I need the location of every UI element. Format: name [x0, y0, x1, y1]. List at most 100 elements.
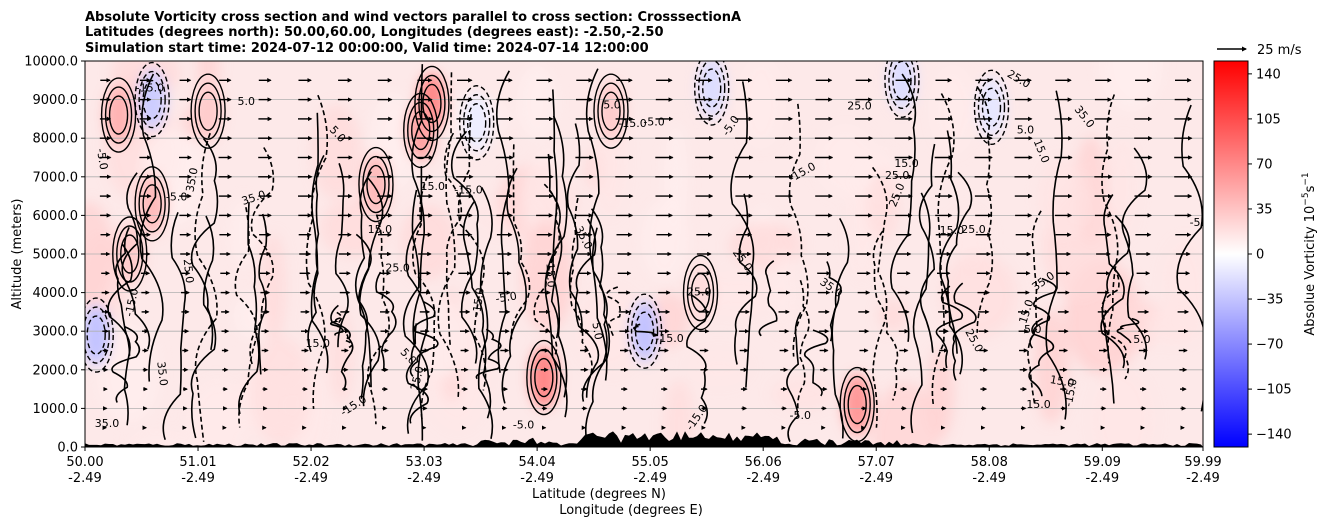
contour-line [1045, 90, 1067, 420]
quiver-key-label: 25 m/s [1257, 43, 1302, 58]
y-tick-label: 8000.0 [33, 132, 79, 147]
contour-ring [686, 263, 715, 322]
colorbar-tick-label: 70 [1256, 157, 1273, 172]
x-tick-label-lat: 51.01 [179, 455, 216, 470]
contour-line [457, 114, 487, 391]
colorbar-tick-label: 35 [1256, 202, 1273, 217]
x-tick-label-lon: -2.49 [859, 471, 893, 486]
colorbar-ticks: 140 105 70 35 0 −35 −70 −105 −140 [1248, 67, 1292, 443]
contour-ring [108, 95, 129, 135]
contour-ring [86, 315, 106, 355]
vorticity-patch [640, 198, 689, 282]
contour-ring [362, 155, 390, 214]
vorticity-anomaly [85, 305, 111, 366]
vorticity-patch [927, 348, 954, 440]
vorticity-patch [878, 298, 908, 332]
contour-line [107, 243, 133, 426]
contour-ring [138, 175, 166, 233]
x-tick-label-lon: -2.49 [68, 471, 102, 486]
contour-ring [981, 87, 1002, 128]
contour-label: 25.0 [961, 223, 986, 236]
contour-line [945, 171, 973, 354]
contour-label: 5.0 [238, 95, 256, 108]
vorticity-patch [948, 209, 991, 266]
x-axis-ticks: 50.00-2.4951.01-2.4952.02-2.4953.03-2.49… [66, 447, 1222, 486]
contour-label: 15.0 [543, 263, 557, 288]
contour-ring [593, 73, 629, 149]
x-tick-label-lat: 59.09 [1084, 455, 1121, 470]
contour-line [1100, 194, 1125, 369]
contour-label: -15.0 [1062, 377, 1080, 407]
contour-ring [534, 357, 554, 398]
contour-line [477, 187, 494, 439]
contour-label: -15.0 [655, 332, 683, 345]
contour-ring [630, 302, 659, 360]
y-tick-label: 9000.0 [33, 93, 79, 108]
vorticity-anomaly [596, 81, 625, 142]
contour-line [796, 279, 810, 410]
contour-line [872, 230, 899, 401]
contour-ring [973, 69, 1010, 146]
colorbar-tick-label: 0 [1256, 248, 1264, 263]
contour-label: 15.0 [1049, 373, 1075, 390]
contour-ring [847, 384, 867, 425]
contour-line [581, 208, 608, 402]
contour-label: 15.0 [1026, 398, 1051, 411]
contour-line [803, 329, 829, 397]
y-tick-label: 6000.0 [33, 209, 79, 224]
x-tick-label-lat: 52.02 [292, 455, 329, 470]
y-tick-label: 1000.0 [33, 402, 79, 417]
wind-vectors [99, 78, 1193, 430]
y-axis-label: Altitude (meters) [10, 199, 25, 310]
contour-line [405, 166, 429, 441]
vorticity-patch [516, 65, 558, 139]
title-line-1: Absolute Vorticity cross section and win… [85, 10, 741, 25]
vorticity-patch [126, 428, 188, 447]
x-tick-label-lon: -2.49 [972, 471, 1006, 486]
vorticity-patch [813, 124, 877, 197]
title-line-3: Simulation start time: 2024-07-12 00:00:… [85, 41, 649, 56]
contour-ring [462, 94, 491, 152]
contour-line [1121, 147, 1148, 360]
title-line-2: Latitudes (degrees north): 50.00,60.00, … [85, 25, 664, 40]
contour-label: 15.0 [306, 337, 331, 350]
contour-ring [198, 91, 218, 131]
y-tick-label: 2000.0 [33, 363, 79, 378]
quiver-key: 25 m/s [1217, 43, 1302, 58]
vorticity-patch [648, 292, 690, 348]
contour-label: 25.0 [847, 100, 872, 113]
contour-ring [100, 77, 137, 153]
x-tick-label-lat: 53.03 [405, 455, 442, 470]
y-tick-label: 10000.0 [24, 55, 78, 70]
colorbar-tick-label: −140 [1256, 428, 1292, 443]
contour-label: -15.0 [122, 287, 141, 318]
contour-line [412, 175, 436, 420]
vorticity-patch [939, 253, 1018, 339]
colorbar-tick-label: 140 [1256, 67, 1281, 82]
contour-line [162, 211, 186, 440]
vorticity-patch [400, 204, 457, 280]
contour-label: 35.0 [184, 167, 201, 193]
vorticity-patch [866, 171, 899, 241]
vorticity-anomaly [843, 374, 872, 435]
vorticity-anomaly [194, 81, 223, 142]
x-tick-label-lon: -2.49 [294, 471, 328, 486]
contour-label: -5.0 [166, 191, 187, 204]
vorticity-patch [1038, 157, 1090, 239]
contour-ring [104, 86, 133, 144]
x-tick-label-lon: -2.49 [1085, 471, 1119, 486]
vorticity-patch [1108, 137, 1138, 237]
contour-ring [358, 146, 394, 223]
contour-ring [85, 297, 114, 373]
contour-label: -15.0 [470, 287, 487, 317]
contour-ring [414, 65, 450, 142]
contour-line [931, 93, 955, 407]
contour-line [234, 207, 258, 428]
contour-label: 25.0 [385, 261, 410, 274]
contour-ring [194, 82, 222, 140]
contour-line [831, 218, 850, 439]
x-tick-label-lon: -2.49 [520, 471, 554, 486]
contour-line [1101, 94, 1119, 364]
vorticity-patch [736, 61, 786, 149]
